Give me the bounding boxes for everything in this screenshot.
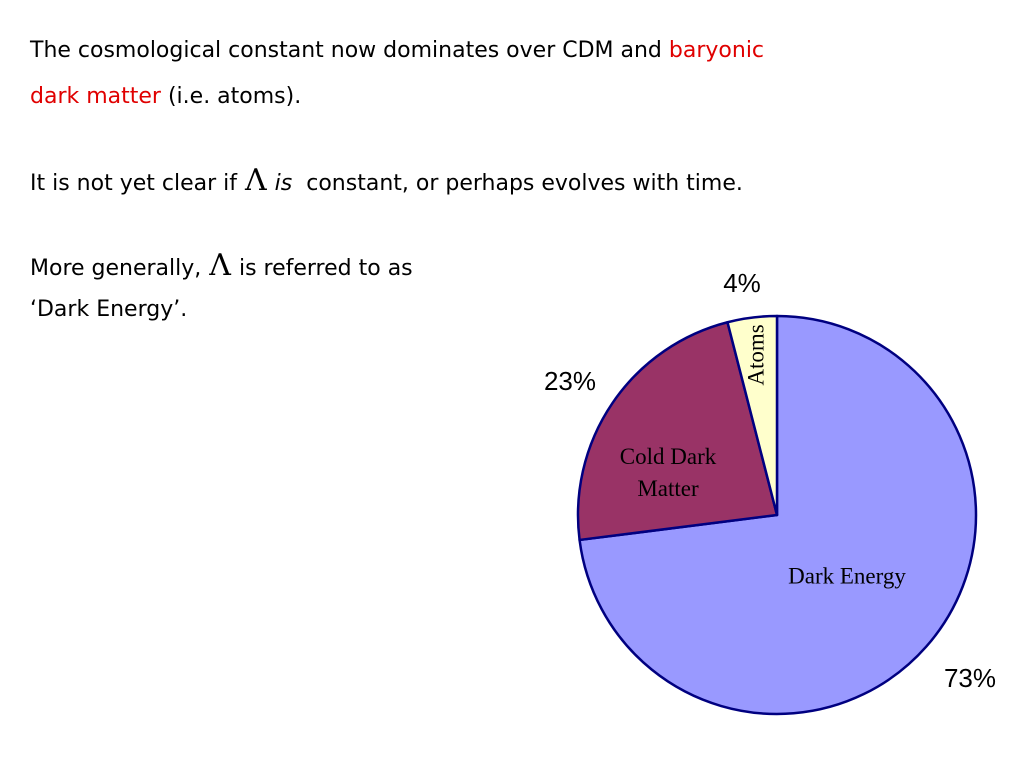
category-label: Dark Energy [788,563,906,588]
symbol: Λ [245,163,267,198]
text: The cosmological constant now dominates … [30,38,662,63]
text: More generally, [30,256,202,281]
text: It is not yet clear if [30,171,237,196]
text-line: dark matter (i.e. atoms). [30,82,301,112]
symbol: Λ [209,248,231,283]
highlight-text: baryonic [668,38,765,63]
pie-slice [726,314,779,517]
text: (i.e. atoms). [167,84,302,109]
text: is referred to as [238,256,413,281]
text: is [274,171,293,196]
value-label: 4% [723,268,761,298]
value-label: 73% [944,663,996,693]
text-line: The cosmological constant now dominates … [30,36,764,66]
value-label: 23% [544,366,596,396]
category-label: Cold Dark Matter [619,444,717,501]
category-label: Atoms [743,324,768,385]
text: ‘Dark Energy’. [30,297,188,322]
pie-slice [576,321,779,542]
category-label-box: Cold Dark Matter [619,444,717,501]
text-line: ‘Dark Energy’. [30,295,187,325]
text: constant, or perhaps evolves with time. [306,171,743,196]
highlight-text: dark matter [30,84,161,109]
